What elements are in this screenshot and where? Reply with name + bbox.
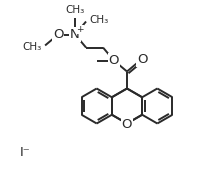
Text: O: O: [122, 118, 132, 131]
Text: O: O: [53, 28, 63, 41]
Text: O: O: [109, 54, 119, 67]
Text: I⁻: I⁻: [20, 146, 31, 159]
Text: N: N: [70, 28, 80, 41]
Text: CH₃: CH₃: [23, 43, 42, 52]
Text: CH₃: CH₃: [89, 14, 108, 24]
Text: +: +: [76, 25, 84, 34]
Text: CH₃: CH₃: [66, 5, 85, 14]
Text: O: O: [137, 53, 147, 66]
